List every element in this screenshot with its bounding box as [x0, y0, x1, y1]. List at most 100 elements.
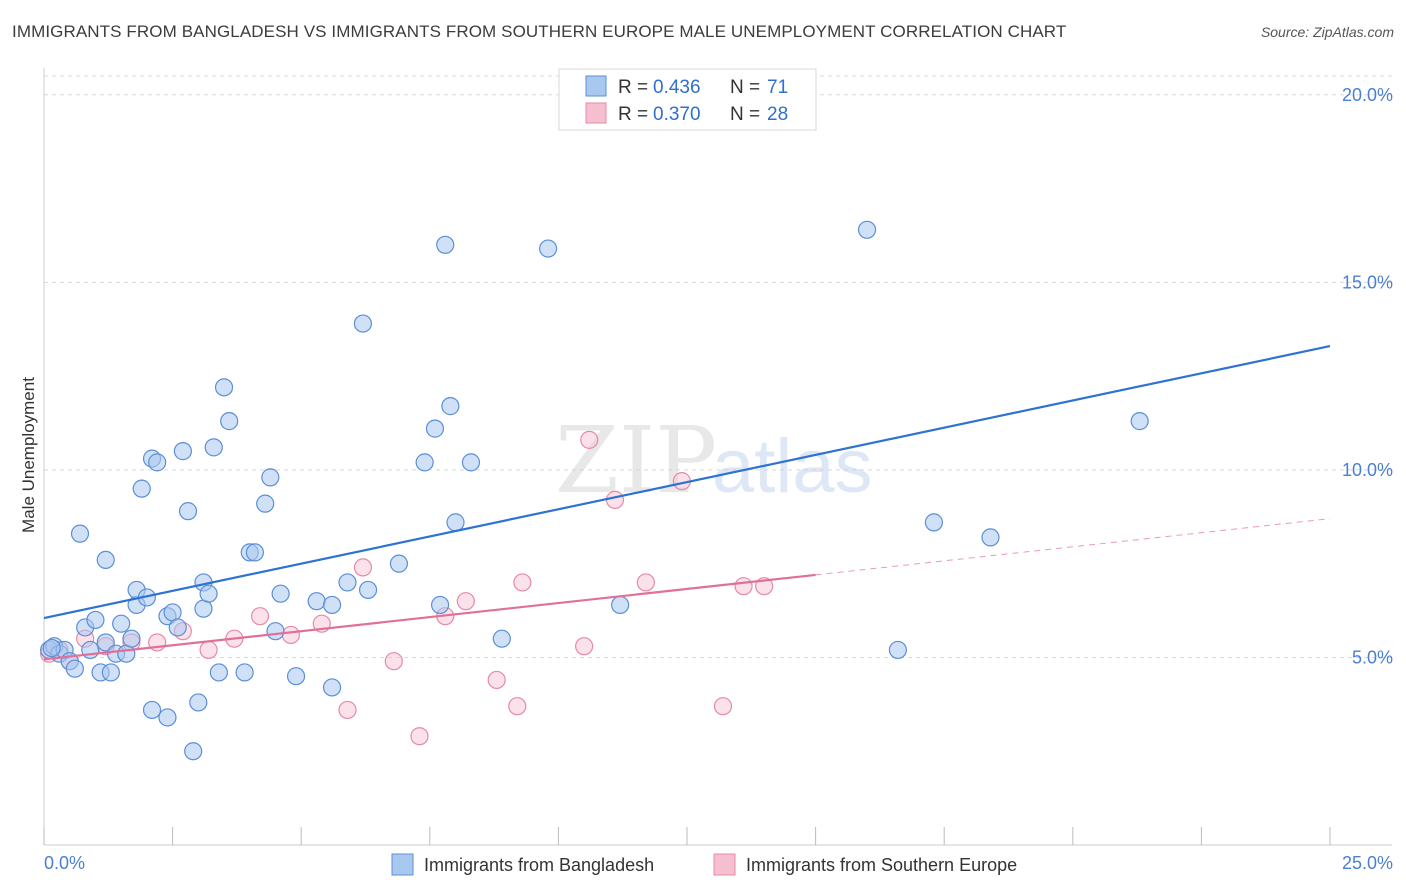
watermark-zip: ZIP: [555, 407, 717, 514]
trend-line-bangladesh: [43, 345, 1331, 620]
data-point-bangladesh: [1130, 412, 1149, 431]
bottom-legend-swatch-pink: [713, 853, 736, 876]
data-point-bangladesh: [389, 554, 409, 573]
legend-n-label-1: N =: [730, 77, 760, 98]
data-point-bangladesh: [220, 412, 239, 431]
trend-line-southern-europe: [43, 573, 816, 661]
data-point-bangladesh: [924, 513, 944, 532]
data-point-bangladesh: [42, 638, 61, 658]
y-tick-label: 10.0%: [1342, 460, 1393, 480]
data-point-southern-europe: [199, 640, 218, 660]
data-point-bangladesh: [70, 524, 90, 543]
data-point-southern-europe: [605, 490, 625, 509]
data-point-bangladesh: [492, 629, 511, 648]
legend-r-label-1: R =: [618, 77, 648, 98]
data-point-bangladesh: [199, 584, 218, 603]
legend-n-value-2: 28: [767, 104, 788, 125]
data-point-bangladesh: [286, 667, 306, 686]
source-credit: Source: ZipAtlas.com: [1260, 24, 1394, 40]
chart-title: IMMIGRANTS FROM BANGLADESH VS IMMIGRANTS…: [12, 22, 1067, 41]
y-tick-label: 20.0%: [1342, 85, 1393, 105]
data-point-bangladesh: [430, 595, 450, 615]
data-point-bangladesh: [204, 438, 223, 457]
data-point-bangladesh: [307, 592, 326, 611]
data-point-bangladesh: [353, 314, 373, 333]
data-point-southern-europe: [456, 592, 475, 611]
data-point-southern-europe: [487, 670, 506, 690]
bottom-legend-label-1: Immigrants from Bangladesh: [424, 855, 654, 875]
bottom-legend-swatch-blue: [391, 853, 414, 876]
data-point-southern-europe: [713, 697, 733, 716]
data-point-bangladesh: [214, 378, 234, 397]
data-point-bangladesh: [101, 663, 120, 682]
data-point-bangladesh: [96, 550, 115, 570]
bottom-legend-label-2: Immigrants from Southern Europe: [746, 855, 1017, 875]
legend-swatch-pink: [585, 102, 607, 124]
data-point-southern-europe: [636, 573, 655, 592]
data-point-bangladesh: [148, 453, 167, 472]
data-point-southern-europe: [250, 607, 270, 626]
data-point-southern-europe: [384, 652, 403, 671]
x-tick-label: 25.0%: [1342, 853, 1393, 873]
axes: [43, 68, 1392, 846]
data-point-bangladesh: [122, 629, 141, 648]
data-point-southern-europe: [353, 558, 373, 577]
series-bangladesh-points: [40, 220, 1149, 761]
data-point-southern-europe: [580, 430, 599, 449]
data-point-bangladesh: [86, 610, 105, 630]
tick-labels: 5.0% 10.0% 15.0% 20.0% 0.0% 25.0%: [44, 85, 1393, 873]
data-point-bangladesh: [888, 640, 908, 660]
watermark: ZIP atlas: [555, 407, 873, 514]
bottom-legend: Immigrants from Bangladesh Immigrants fr…: [391, 853, 1017, 876]
gridlines: [44, 75, 1392, 658]
data-point-bangladesh: [441, 397, 460, 416]
data-point-bangladesh: [112, 614, 131, 633]
legend-r-value-2: 0.370: [653, 104, 701, 125]
data-point-bangladesh: [436, 235, 455, 254]
data-point-bangladesh: [256, 494, 275, 513]
data-point-bangladesh: [539, 239, 558, 258]
data-point-bangladesh: [857, 220, 877, 239]
top-legend: R = 0.436 N = 71 R = 0.370 N = 28: [558, 68, 817, 131]
data-point-bangladesh: [189, 693, 208, 712]
data-point-bangladesh: [338, 573, 357, 592]
data-point-bangladesh: [235, 663, 254, 682]
data-point-southern-europe: [338, 700, 357, 720]
y-axis-label: Male Unemployment: [19, 377, 38, 533]
data-point-bangladesh: [322, 595, 342, 615]
data-point-bangladesh: [358, 580, 378, 600]
trend-lines: [43, 345, 1331, 661]
data-point-bangladesh: [266, 622, 285, 641]
watermark-atlas: atlas: [712, 424, 873, 509]
legend-swatch-blue: [585, 75, 607, 97]
data-point-bangladesh: [142, 700, 162, 720]
legend-n-label-2: N =: [730, 104, 760, 125]
data-point-southern-europe: [281, 625, 301, 645]
legend-r-label-2: R =: [618, 104, 648, 125]
trend-line-southern-europe-extension: [815, 518, 1331, 576]
data-point-bangladesh: [209, 663, 228, 682]
data-point-bangladesh: [981, 528, 1000, 547]
data-point-bangladesh: [96, 633, 115, 652]
data-point-bangladesh: [271, 584, 290, 603]
data-point-bangladesh: [184, 742, 203, 761]
data-point-bangladesh: [415, 453, 434, 472]
legend-n-value-1: 71: [767, 77, 788, 98]
data-point-bangladesh: [611, 595, 630, 615]
data-point-bangladesh: [65, 659, 84, 678]
data-point-southern-europe: [410, 727, 429, 746]
data-point-bangladesh: [245, 543, 265, 562]
x-tick-label: 0.0%: [44, 853, 85, 873]
legend-r-value-1: 0.436: [653, 77, 701, 98]
data-point-southern-europe: [734, 577, 753, 596]
data-point-bangladesh: [168, 618, 187, 637]
y-tick-label: 5.0%: [1352, 647, 1393, 667]
data-point-southern-europe: [513, 573, 532, 592]
data-point-bangladesh: [461, 453, 481, 472]
data-point-bangladesh: [322, 678, 342, 697]
data-point-bangladesh: [425, 419, 445, 438]
data-point-bangladesh: [132, 479, 151, 498]
y-tick-label: 15.0%: [1342, 272, 1393, 292]
data-point-bangladesh: [158, 708, 177, 727]
